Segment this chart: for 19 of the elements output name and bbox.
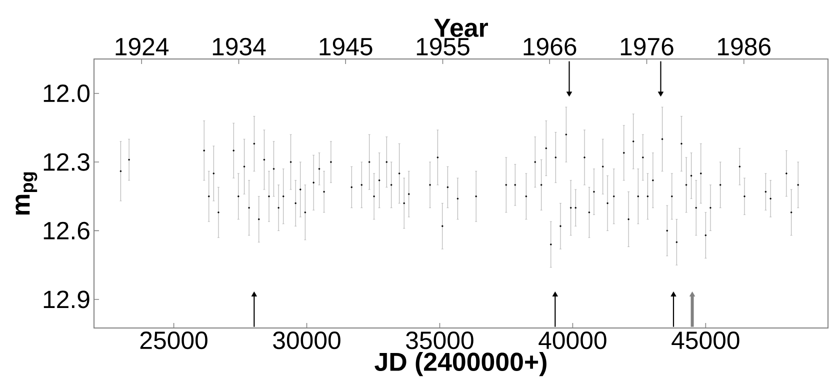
x-axis-title: JD (2400000+)	[374, 352, 546, 376]
y-tick-label: 12.3	[44, 153, 90, 171]
x-tick-label: 30000	[273, 332, 340, 350]
x2-axis-title: Year	[434, 18, 488, 37]
y-tick-label: 12.0	[44, 84, 90, 102]
x2-tick-label: 1976	[620, 38, 674, 56]
x2-tick-label: 1955	[416, 38, 470, 56]
x2-tick-label: 1966	[524, 38, 576, 56]
x2-tick-label: 1924	[116, 38, 169, 56]
x-tick-label: 45000	[672, 332, 740, 350]
y-tick-label: 12.9	[44, 290, 90, 308]
x-tick-label: 25000	[140, 332, 208, 350]
y-axis-title: m$_{pg}$	[16, 172, 38, 215]
x-tick-label: 35000	[406, 332, 474, 350]
y-tick-label: 12.6	[44, 222, 90, 240]
x2-tick-label: 1986	[718, 38, 770, 56]
x2-tick-label: 1934	[212, 38, 266, 56]
x2-tick-label: 1945	[320, 38, 372, 56]
x-tick-label: 40000	[538, 332, 606, 350]
